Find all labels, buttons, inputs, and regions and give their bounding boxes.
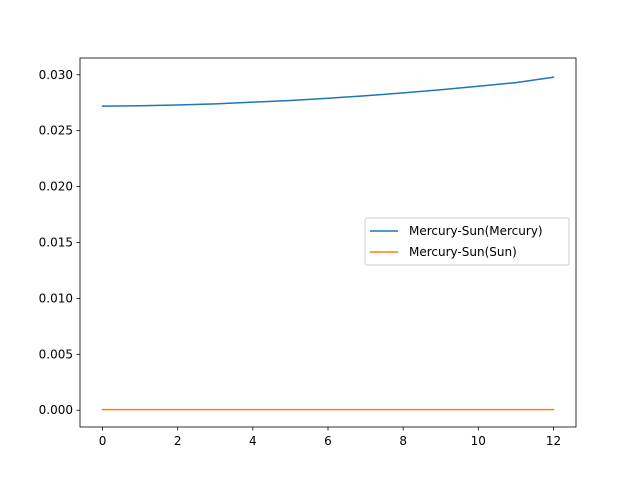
y-tick-label: 0.005 <box>39 347 73 361</box>
series-layer <box>101 76 555 411</box>
legend-label-0: Mercury-Sun(Mercury) <box>409 224 543 238</box>
y-tick-label: 0.000 <box>39 403 73 417</box>
y-tick-label: 0.025 <box>39 124 73 138</box>
series-line-0 <box>101 76 555 107</box>
y-tick-label: 0.030 <box>39 68 73 82</box>
x-axis: 0 2 4 6 8 10 12 <box>99 427 561 448</box>
x-tick-label: 10 <box>471 434 486 448</box>
legend: Mercury-Sun(Mercury) Mercury-Sun(Sun) <box>364 217 570 266</box>
x-tick-label: 6 <box>324 434 332 448</box>
legend-box <box>364 217 570 266</box>
x-tick-label: 2 <box>174 434 182 448</box>
y-axis: 0.000 0.005 0.010 0.015 0.020 0.025 0.030 <box>39 68 80 417</box>
x-tick-label: 4 <box>249 434 257 448</box>
x-tick-label: 0 <box>99 434 107 448</box>
legend-label-1: Mercury-Sun(Sun) <box>409 245 517 259</box>
y-tick-label: 0.015 <box>39 236 73 250</box>
x-tick-label: 8 <box>399 434 407 448</box>
y-tick-label: 0.010 <box>39 291 73 305</box>
y-tick-label: 0.020 <box>39 180 73 194</box>
x-tick-label: 12 <box>546 434 561 448</box>
